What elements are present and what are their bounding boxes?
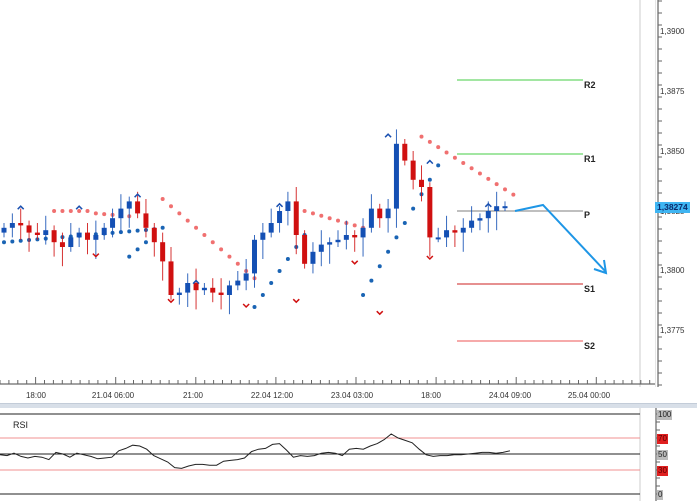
rsi-level-100: 100 [657,410,673,420]
pivot-s1-label: S1 [584,284,596,294]
price-chart-panel[interactable]: R2 R1 P S1 S2 [0,0,655,387]
rsi-title: RSI [13,420,29,430]
price-tick-label: 1,3775 [660,326,685,335]
rsi-panel[interactable] [0,408,697,501]
rsi-level-70: 70 [657,434,668,444]
price-tick-label: 1,3875 [660,87,685,96]
rsi-chart [0,408,660,501]
pivot-r2-label: R2 [584,80,596,90]
forecast-arrow-icon [514,203,608,275]
time-tick-label: 21.04 06:00 [91,391,135,400]
time-tick-label: 25.04 00:00 [567,391,611,400]
time-axis[interactable] [0,377,655,403]
pivot-r1-label: R1 [584,154,596,164]
time-tick-label: 18:00 [25,391,47,400]
parabolic-sar [2,134,516,309]
candlestick-chart[interactable] [0,0,655,387]
price-axis[interactable] [655,0,697,387]
price-tick-label: 1,3900 [660,27,685,36]
rsi-level-0: 0 [657,490,664,500]
time-tick-label: 23.04 03:00 [330,391,374,400]
time-tick-label: 22.04 12:00 [250,391,294,400]
current-price-badge: 1,38274 [655,202,690,213]
fractal-markers [17,133,492,316]
price-tick-label: 1,3800 [660,266,685,275]
panel-splitter[interactable] [0,403,697,409]
price-tick-label: 1,3850 [660,147,685,156]
pivot-s2-label: S2 [584,341,596,351]
time-tick-label: 24.04 09:00 [488,391,532,400]
rsi-level-50: 50 [657,450,668,460]
candles [1,129,508,315]
time-tick-label: 21:00 [182,391,204,400]
time-tick-label: 18:00 [420,391,442,400]
pivot-p-label: P [584,210,591,220]
rsi-level-30: 30 [657,466,668,476]
